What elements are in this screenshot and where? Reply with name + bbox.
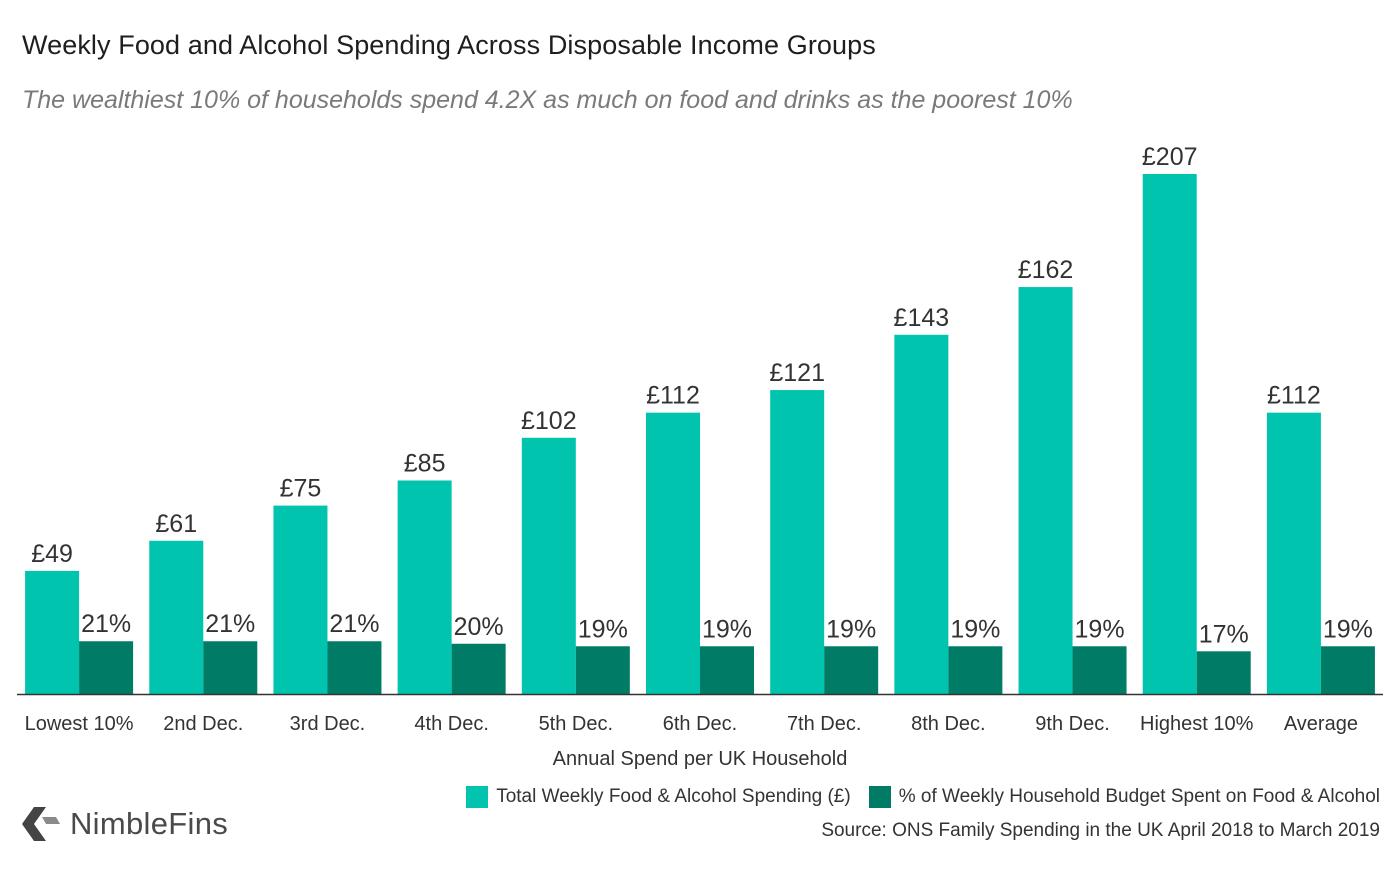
bar-spending (25, 570, 80, 694)
data-label-percent: 21% (329, 610, 379, 638)
bar-spending (770, 390, 825, 694)
x-tick-label: 4th Dec. (414, 713, 488, 735)
bar-percent (451, 643, 506, 694)
x-tick-label: 8th Dec. (911, 713, 985, 735)
x-tick-label: Lowest 10% (25, 713, 134, 735)
bar-spending (646, 412, 700, 694)
bar-percent (824, 646, 879, 694)
data-label-spending: £121 (769, 359, 825, 387)
data-label-percent: 21% (205, 610, 255, 638)
x-tick-label: 6th Dec. (663, 713, 737, 735)
data-label-spending: £102 (521, 407, 577, 435)
value-labels-group: £49 21% £61 21% £75 21% £85 20% £102 19% £112 19% £1… (31, 143, 1373, 648)
data-label-spending: £112 (646, 382, 700, 410)
x-tick-labels-group: Lowest 10% 2nd Dec. 3rd Dec. 4th Dec. 5th De… (25, 713, 1358, 735)
legend-label-percent: % of Weekly Household Budget Spent on Fo… (898, 786, 1380, 807)
data-label-percent: 19% (702, 615, 752, 643)
bar-percent (327, 641, 382, 694)
chevron-left-logo-icon (22, 807, 60, 841)
data-label-percent: 19% (578, 615, 628, 643)
legend-item-percent: % of Weekly Household Budget Spent on Fo… (868, 786, 1380, 808)
legend-swatch-percent (868, 786, 891, 808)
legend-label-spending: Total Weekly Food & Alcohol Spending (£) (496, 786, 851, 807)
bar-percent (1196, 651, 1251, 694)
data-label-percent: 19% (826, 615, 876, 643)
brand-logo: NimbleFins (22, 806, 228, 842)
bar-spending (1266, 412, 1321, 694)
data-label-percent: 19% (950, 615, 1000, 643)
data-label-percent: 19% (1075, 615, 1125, 643)
x-tick-label: 3rd Dec. (290, 713, 366, 735)
x-tick-label: 7th Dec. (787, 713, 861, 735)
bar-percent (1320, 646, 1375, 694)
data-label-spending: £143 (894, 304, 950, 332)
data-label-spending: £49 (31, 540, 73, 568)
data-label-percent: 19% (1323, 615, 1373, 643)
bar-percent (948, 646, 1003, 694)
data-label-spending: £61 (155, 510, 197, 538)
x-axis-title: Annual Spend per UK Household (553, 748, 848, 770)
chart-title: Weekly Food and Alcohol Spending Across … (22, 30, 876, 60)
brand-name: NimbleFins (70, 806, 229, 841)
data-label-spending: £75 (280, 475, 322, 503)
bar-spending (1018, 287, 1073, 694)
bar-spending (149, 540, 204, 694)
bar-spending (397, 480, 452, 694)
data-label-spending: £162 (1018, 256, 1074, 284)
x-tick-label: Highest 10% (1140, 713, 1254, 735)
x-tick-label: 2nd Dec. (163, 713, 243, 735)
x-tick-label: 5th Dec. (539, 713, 613, 735)
bar-spending (1142, 174, 1197, 695)
data-label-percent: 20% (454, 613, 504, 641)
data-label-spending: £207 (1142, 143, 1198, 171)
bar-percent (79, 641, 134, 694)
legend-item-spending: Total Weekly Food & Alcohol Spending (£) (466, 786, 851, 808)
bar-percent (700, 646, 754, 694)
data-label-percent: 21% (81, 610, 131, 638)
bar-percent (575, 646, 630, 694)
bars-group (25, 174, 1375, 695)
x-tick-label: Average (1284, 713, 1358, 735)
bar-percent (1072, 646, 1127, 694)
data-label-spending: £112 (1267, 382, 1321, 410)
source-note: Source: ONS Family Spending in the UK Ap… (821, 820, 1380, 841)
bar-spending (521, 437, 576, 694)
bar-spending (894, 334, 949, 694)
data-label-percent: 17% (1199, 620, 1249, 648)
legend: Total Weekly Food & Alcohol Spending (£)… (448, 786, 1380, 808)
legend-swatch-spending (466, 786, 489, 808)
data-label-spending: £85 (404, 449, 446, 477)
bar-percent (203, 641, 258, 694)
x-tick-label: 9th Dec. (1035, 713, 1109, 735)
chart-subtitle: The wealthiest 10% of households spend 4… (22, 86, 1073, 114)
bar-spending (273, 505, 328, 694)
